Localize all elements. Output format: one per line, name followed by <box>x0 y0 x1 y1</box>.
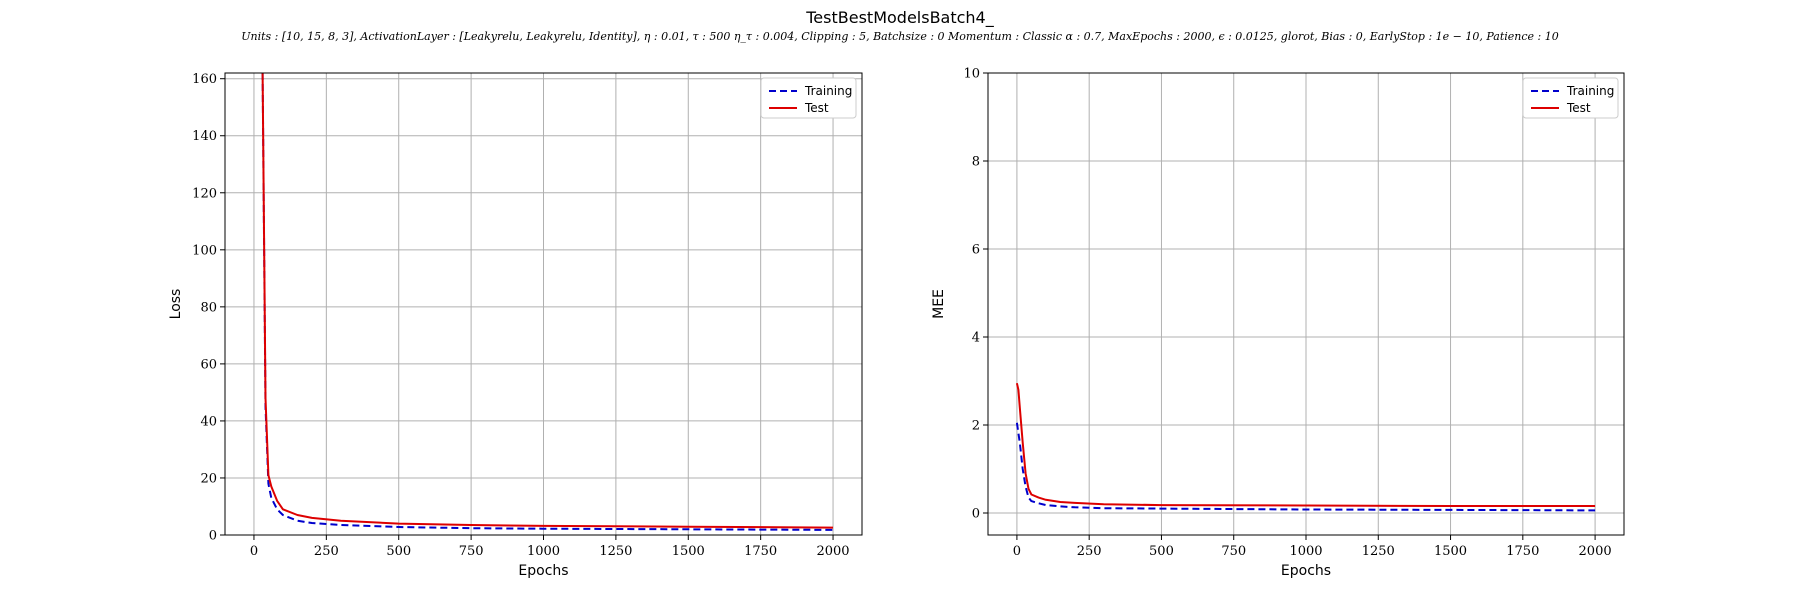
y-tick-label: 4 <box>972 331 980 346</box>
x-tick-label: 1250 <box>599 544 632 559</box>
x-tick-label: 1000 <box>1289 544 1322 559</box>
legend-label-test: Test <box>1566 101 1591 115</box>
y-tick-label: 20 <box>200 471 217 486</box>
y-tick-label: 160 <box>192 72 217 87</box>
y-tick-label: 120 <box>192 186 217 201</box>
chart-panel-1: 0 250 500 750 1000 1250 1500 1750 2000 0 20 40 60 80 1… <box>168 72 863 579</box>
y-tick-label: 2 <box>972 419 980 434</box>
y-tick-label: 40 <box>200 414 217 429</box>
x-tick-label: 250 <box>314 544 339 559</box>
x-tick-label: 1750 <box>744 544 777 559</box>
x-tick-label: 750 <box>1221 544 1246 559</box>
y-tick-label: 140 <box>192 129 217 144</box>
y-tick-label: 10 <box>963 67 980 82</box>
x-tick-label: 500 <box>386 544 411 559</box>
legend-label-training: Training <box>1566 84 1614 98</box>
x-tick-label: 2000 <box>816 544 849 559</box>
y-tick-label: 60 <box>200 357 217 372</box>
x-tick-label: 1500 <box>672 544 705 559</box>
y-tick-label: 6 <box>972 243 980 258</box>
chart-panel-2: 0 250 500 750 1000 1250 1500 1750 2000 0 2 4 6 8 10 Epo… <box>931 67 1625 579</box>
y-axis-label: MEE <box>931 289 947 319</box>
figure-title: TestBestModelsBatch4_ <box>806 8 994 27</box>
figure-subtitle: Units : [10, 15, 8, 3], ActivationLayer … <box>241 30 1559 43</box>
x-tick-label: 0 <box>1013 544 1021 559</box>
x-tick-label: 2000 <box>1579 544 1612 559</box>
legend: Training Test <box>1522 77 1619 119</box>
x-tick-label: 500 <box>1149 544 1174 559</box>
y-axis-label: Loss <box>168 289 184 320</box>
x-tick-label: 1250 <box>1362 544 1395 559</box>
legend-label-training: Training <box>804 84 852 98</box>
x-tick-label: 750 <box>459 544 484 559</box>
x-tick-label: 1000 <box>527 544 560 559</box>
legend: Training Test <box>760 77 857 119</box>
x-tick-label: 1750 <box>1506 544 1539 559</box>
x-tick-label: 250 <box>1077 544 1102 559</box>
x-tick-label: 1500 <box>1434 544 1467 559</box>
y-tick-label: 8 <box>972 155 980 170</box>
y-tick-label: 80 <box>200 300 217 315</box>
x-axis-label: Epochs <box>518 563 568 579</box>
series-line-test <box>1015 382 1596 507</box>
y-tick-label: 0 <box>209 529 217 544</box>
y-tick-label: 100 <box>192 243 217 258</box>
series-line-training <box>261 73 834 531</box>
y-tick-label: 0 <box>972 507 980 522</box>
legend-label-test: Test <box>804 101 829 115</box>
series-line-test <box>261 73 834 529</box>
x-axis-label: Epochs <box>1281 563 1331 579</box>
x-tick-label: 0 <box>250 544 258 559</box>
